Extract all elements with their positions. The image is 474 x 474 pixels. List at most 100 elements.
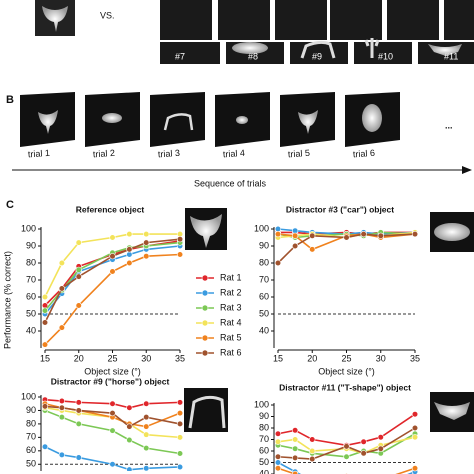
data-point [143, 465, 150, 471]
y-tick-label: 90 [259, 411, 269, 421]
data-point [126, 466, 133, 471]
y-tick-label: 80 [26, 418, 36, 428]
chart-title: Distractor #9 ("horse") object [51, 376, 170, 386]
data-point [176, 450, 184, 457]
data-point [176, 463, 184, 471]
data-point [75, 407, 82, 414]
data-point [126, 404, 133, 411]
data-point [41, 341, 49, 348]
x-tick-label: 35 [410, 353, 420, 363]
chart-title: Distractor #11 ("T-shape") object [279, 382, 411, 392]
data-point [126, 251, 133, 258]
data-point [176, 251, 184, 258]
y-tick-label: 80 [259, 257, 269, 267]
chart-title: Distractor #3 ("car") object [286, 204, 394, 214]
legend-label: Rat 3 [220, 302, 242, 312]
data-point [360, 438, 367, 445]
legend-label: Rat 6 [220, 347, 242, 357]
data-point [126, 423, 133, 430]
trial-label: trial 5 [288, 148, 311, 160]
x-tick-label: 15 [273, 353, 283, 363]
y-tick-label: 100 [254, 223, 269, 233]
x-tick-label: 15 [40, 353, 50, 363]
data-point [176, 420, 184, 428]
data-point [411, 231, 419, 238]
data-point [41, 443, 49, 450]
y-tick-label: 60 [26, 291, 36, 301]
data-point [411, 434, 419, 441]
data-point [292, 445, 299, 452]
x-tick-label: 20 [307, 353, 317, 363]
trial-label: trial 2 [93, 148, 116, 160]
trial-label: trial 6 [353, 148, 376, 160]
panel-label: C [6, 199, 14, 211]
y-tick-label: 70 [259, 274, 269, 284]
data-point [75, 266, 82, 273]
series-group [274, 411, 419, 474]
series-group [41, 231, 184, 348]
y-tick-label: 80 [26, 257, 36, 267]
data-point [360, 450, 367, 457]
data-point [377, 232, 384, 239]
y-tick-label: 40 [26, 325, 36, 335]
data-point [274, 231, 282, 238]
object-label: #9 [312, 51, 322, 61]
x-tick-label: 20 [74, 353, 84, 363]
object-label: #11 [444, 51, 458, 61]
legend-label: Rat 1 [220, 272, 242, 282]
data-point [360, 231, 367, 238]
trial-images [20, 92, 400, 147]
y-tick-label: 60 [259, 291, 269, 301]
data-point [41, 293, 49, 301]
data-point [109, 461, 116, 468]
y-tick-label: 40 [259, 468, 269, 474]
legend-label: Rat 4 [220, 317, 242, 327]
data-point [343, 453, 350, 460]
chart-thumbnails [184, 208, 474, 432]
y-tick-label: 70 [26, 274, 36, 284]
data-point [58, 404, 65, 411]
y-tick-label: 40 [259, 325, 269, 335]
data-point [58, 259, 65, 267]
data-point [411, 411, 419, 418]
object-label: #10 [378, 51, 393, 61]
y-tick-label: 60 [26, 445, 36, 455]
data-point [75, 399, 82, 406]
data-point [309, 436, 316, 443]
data-point [58, 451, 65, 458]
x-axis-label: Object size (°) [84, 366, 141, 376]
y-tick-label: 90 [26, 405, 36, 415]
data-point [41, 307, 49, 314]
data-point [309, 232, 316, 239]
arrow-head [462, 166, 472, 174]
data-point [109, 234, 116, 241]
data-point [274, 438, 282, 445]
y-tick-label: 70 [26, 432, 36, 442]
trial-label: trial 3 [158, 148, 181, 160]
data-point [411, 424, 419, 432]
data-point [109, 253, 116, 260]
data-point [274, 465, 282, 472]
y-tick-label: 100 [254, 399, 269, 409]
data-point [109, 268, 116, 275]
legend-marker [201, 289, 209, 297]
data-point [126, 231, 133, 238]
y-tick-label: 60 [259, 445, 269, 455]
x-tick-label: 30 [376, 353, 386, 363]
data-point [143, 445, 150, 452]
data-point [343, 443, 350, 450]
data-point [58, 414, 65, 421]
data-point [75, 273, 82, 280]
data-point [292, 242, 299, 250]
data-point [292, 454, 299, 462]
data-point [176, 410, 184, 417]
legend-marker [201, 334, 209, 342]
data-point [274, 453, 282, 460]
legend-marker [201, 304, 209, 312]
y-tick-label: 50 [26, 459, 36, 469]
data-point [176, 236, 184, 243]
y-tick-label: 90 [26, 240, 36, 250]
y-tick-label: 50 [259, 457, 269, 467]
